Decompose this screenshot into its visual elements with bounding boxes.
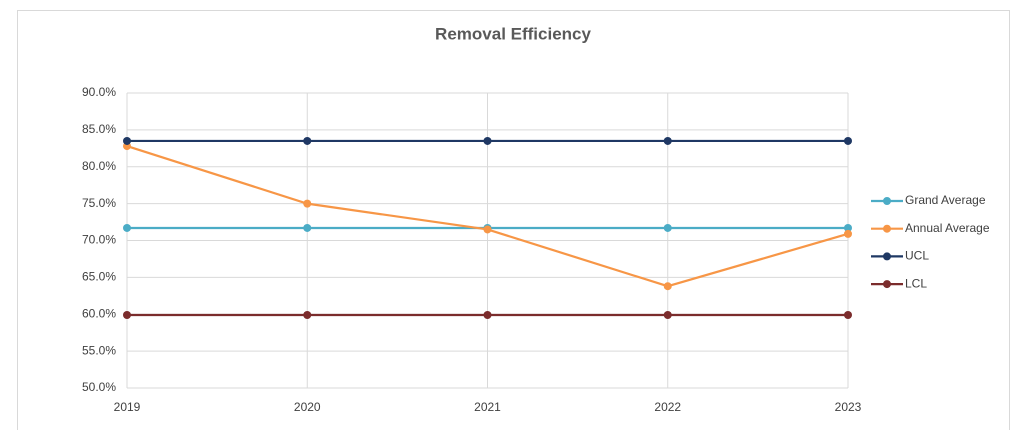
legend-marker — [883, 252, 891, 261]
x-tick-label: 2023 — [835, 400, 862, 414]
x-tick-label: 2019 — [114, 400, 141, 414]
data-point — [663, 282, 672, 291]
data-point — [663, 310, 672, 319]
data-point — [844, 223, 852, 232]
y-tick-label: 65.0% — [82, 270, 116, 284]
y-tick-label: 50.0% — [82, 380, 116, 394]
legend-label: Grand Average — [905, 193, 986, 207]
data-point — [663, 223, 672, 232]
legend-marker — [883, 197, 891, 205]
data-point — [303, 223, 312, 232]
y-tick-label: 75.0% — [82, 196, 116, 210]
y-tick-label: 60.0% — [82, 306, 116, 320]
data-point — [123, 310, 131, 319]
data-point — [844, 229, 852, 238]
data-point — [483, 136, 492, 145]
legend-marker — [883, 224, 891, 233]
legend-label: UCL — [905, 249, 929, 263]
y-tick-label: 70.0% — [82, 233, 116, 247]
data-point — [123, 136, 131, 145]
y-tick-label: 80.0% — [82, 159, 116, 173]
y-tick-label: 90.0% — [82, 85, 116, 99]
data-point — [844, 310, 852, 319]
chart-border — [17, 10, 1010, 430]
data-point — [844, 136, 852, 145]
legend-marker — [883, 280, 891, 289]
x-tick-label: 2021 — [474, 400, 501, 414]
chart-title: Removal Efficiency — [435, 24, 591, 43]
legend-label: Annual Average — [905, 221, 990, 235]
data-point — [303, 136, 312, 145]
data-point — [303, 310, 312, 319]
data-point — [483, 225, 492, 234]
data-point — [303, 199, 312, 208]
x-tick-label: 2020 — [294, 400, 321, 414]
data-point — [123, 223, 131, 232]
x-tick-label: 2022 — [654, 400, 681, 414]
y-tick-label: 55.0% — [82, 343, 116, 357]
data-point — [483, 310, 492, 319]
legend-label: LCL — [905, 276, 927, 290]
y-tick-label: 85.0% — [82, 122, 116, 136]
data-point — [663, 136, 672, 145]
